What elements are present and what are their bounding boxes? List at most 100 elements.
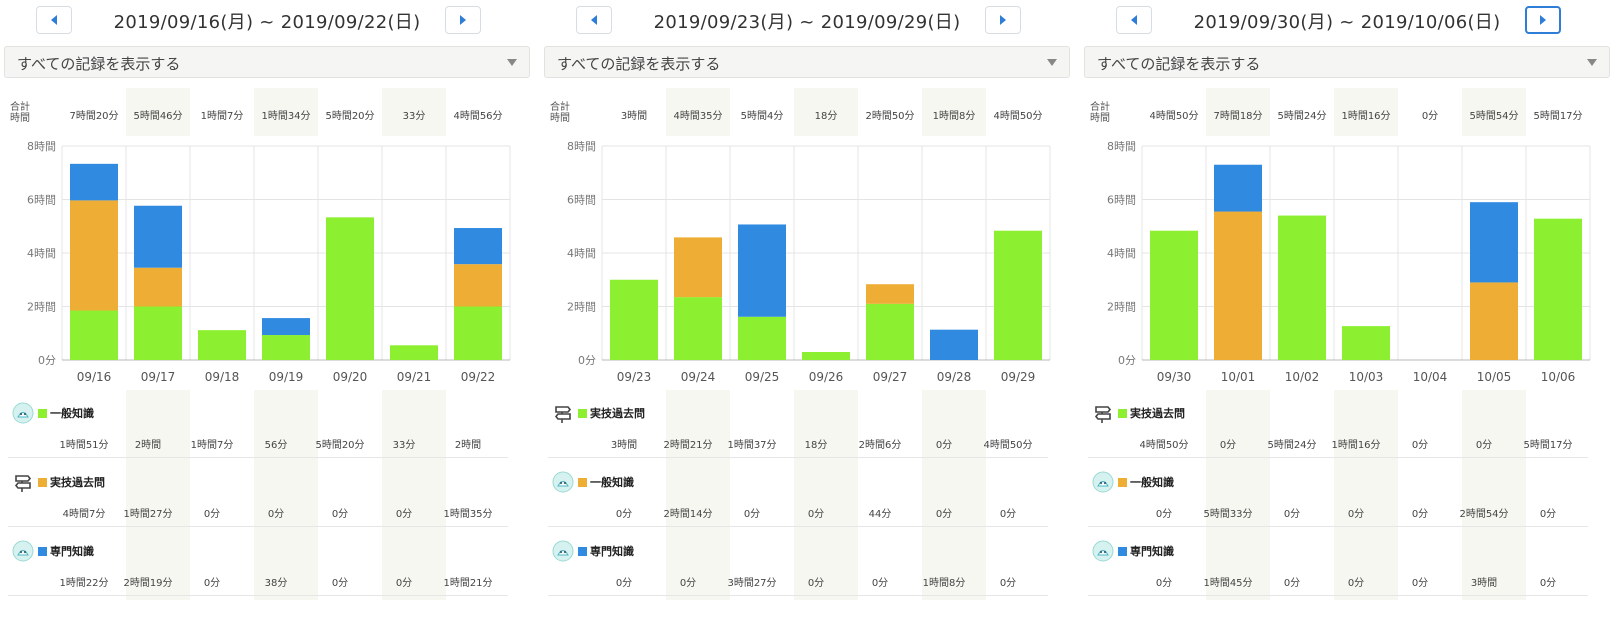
daily-total: 4時間35分 (673, 110, 723, 122)
category-daily-value: 0分 (395, 509, 413, 520)
category-daily-value: 0分 (203, 509, 221, 520)
category-daily-value: 2時間54分 (1459, 509, 1509, 520)
record-filter-select[interactable]: すべての記録を表示する (544, 46, 1070, 78)
category-daily-value: 1時間37分 (727, 440, 777, 451)
category-daily-value: 0分 (1155, 509, 1173, 520)
bar-segment (70, 200, 118, 311)
row-divider (548, 526, 1048, 527)
prev-week-button[interactable] (576, 6, 612, 34)
week-panel: 2019/09/30(月) ~ 2019/10/06(日) すべての記録を表示する… (1080, 0, 1614, 618)
category-name: 専門知識 (50, 545, 94, 558)
chevron-right-icon (458, 11, 468, 30)
category-row: 実技過去問 4時間50分 0分 5時間24分 1時間16分 0分 0分 5時間17分 (1080, 392, 1614, 462)
category-daily-value: 0分 (1475, 440, 1493, 451)
category-daily-value: 5時間17分 (1523, 440, 1573, 451)
bar-segment (866, 303, 914, 360)
prev-week-button[interactable] (36, 6, 72, 34)
category-daily-value: 38分 (264, 578, 288, 589)
category-daily-value: 33分 (392, 440, 416, 451)
bar-segment (262, 335, 310, 360)
column-shade (1462, 88, 1526, 136)
next-week-button[interactable] (1525, 6, 1561, 34)
column-shade (126, 88, 190, 136)
prev-week-button[interactable] (1116, 6, 1152, 34)
x-tick-label: 09/26 (809, 370, 844, 384)
chevron-left-icon (589, 11, 599, 30)
category-header: 実技過去問 (1092, 402, 1185, 424)
category-color-swatch (1118, 408, 1127, 418)
record-filter-value: すべての記録を表示する (17, 55, 181, 73)
week-navigation: 2019/09/23(月) ~ 2019/09/29(日) (540, 4, 1074, 36)
x-tick-label: 10/03 (1349, 370, 1384, 384)
next-week-button[interactable] (985, 6, 1021, 34)
category-daily-value: 1時間21分 (443, 578, 493, 589)
next-week-button[interactable] (445, 6, 481, 34)
stacked-bar-chart: 0分 2時間 4時間 6時間 8時間 09/16 09/17 09/18 09/19 09/20 0… (27, 140, 511, 384)
bar-segment (454, 306, 502, 360)
category-daily-value: 0分 (1347, 509, 1365, 520)
owl-icon (552, 471, 574, 493)
bar-segment (674, 237, 722, 298)
row-divider (1088, 526, 1588, 527)
category-daily-value: 4時間7分 (62, 509, 106, 520)
row-divider (8, 526, 508, 527)
y-tick-label: 0分 (38, 354, 56, 367)
x-tick-label: 09/22 (461, 370, 496, 384)
x-tick-label: 09/16 (77, 370, 112, 384)
column-shade (922, 88, 986, 136)
column-shade (794, 390, 858, 600)
category-name: 実技過去問 (1130, 407, 1185, 420)
category-daily-value: 0分 (999, 509, 1017, 520)
column-shade (1206, 88, 1270, 136)
record-filter-select[interactable]: すべての記録を表示する (4, 46, 530, 78)
category-color-swatch (578, 408, 587, 418)
category-daily-value: 2時間6分 (858, 440, 902, 451)
category-daily-value: 2時間21分 (663, 440, 713, 451)
category-name: 一般知識 (590, 476, 634, 489)
daily-total: 5時間46分 (133, 110, 183, 122)
row-divider (548, 595, 1048, 596)
category-header: 専門知識 (12, 540, 94, 562)
category-color-swatch (1118, 477, 1127, 487)
daily-total: 4時間56分 (453, 110, 503, 122)
daily-total: 1時間34分 (261, 110, 311, 122)
y-tick-label: 8時間 (1107, 140, 1136, 153)
daily-total: 33分 (402, 110, 426, 122)
y-tick-label: 2時間 (1107, 301, 1136, 314)
daily-total: 4時間50分 (993, 110, 1043, 122)
week-range-label: 2019/09/16(月) ~ 2019/09/22(日) (113, 12, 421, 33)
category-daily-value: 0分 (1411, 578, 1429, 589)
category-daily-value: 3時間 (1470, 578, 1498, 589)
category-daily-value: 0分 (935, 509, 953, 520)
category-name: 一般知識 (1130, 476, 1174, 489)
daily-total: 7時間20分 (69, 110, 119, 122)
category-daily-value: 0分 (1411, 509, 1429, 520)
category-header: 専門知識 (552, 540, 634, 562)
daily-totals-row: 合計 時間 3時間 4時間35分 5時間4分 18分 2時間50分 1時間8分 4時間50分 (550, 90, 1074, 138)
x-tick-label: 10/02 (1285, 370, 1320, 384)
x-tick-label: 09/24 (681, 370, 716, 384)
daily-totals-row: 合計 時間 7時間20分 5時間46分 1時間7分 1時間34分 5時間20分 33分 4時間… (10, 90, 534, 138)
category-daily-value: 0分 (807, 578, 825, 589)
category-daily-value: 18分 (804, 440, 828, 451)
bar-segment (454, 264, 502, 307)
bar-segment (70, 310, 118, 360)
daily-total: 0分 (1421, 110, 1439, 122)
record-filter-select[interactable]: すべての記録を表示する (1084, 46, 1610, 78)
x-tick-label: 09/17 (141, 370, 176, 384)
daily-total: 1時間8分 (932, 110, 976, 122)
x-tick-label: 09/18 (205, 370, 240, 384)
bar-segment (674, 297, 722, 360)
category-daily-value: 3時間 (610, 440, 638, 451)
bar-segment (262, 318, 310, 336)
stacked-bar-chart: 0分 2時間 4時間 6時間 8時間 09/30 10/01 10/02 10/03 10/04 1… (1107, 140, 1591, 384)
column-shade (666, 390, 730, 600)
owl-icon (12, 402, 34, 424)
category-header: 一般知識 (552, 471, 634, 493)
signpost-icon (552, 402, 574, 424)
bar-segment (134, 267, 182, 307)
chevron-left-icon (49, 11, 59, 30)
bar-segment (930, 329, 978, 360)
category-daily-value: 5時間20分 (315, 440, 365, 451)
category-daily-value: 2時間 (454, 440, 482, 451)
